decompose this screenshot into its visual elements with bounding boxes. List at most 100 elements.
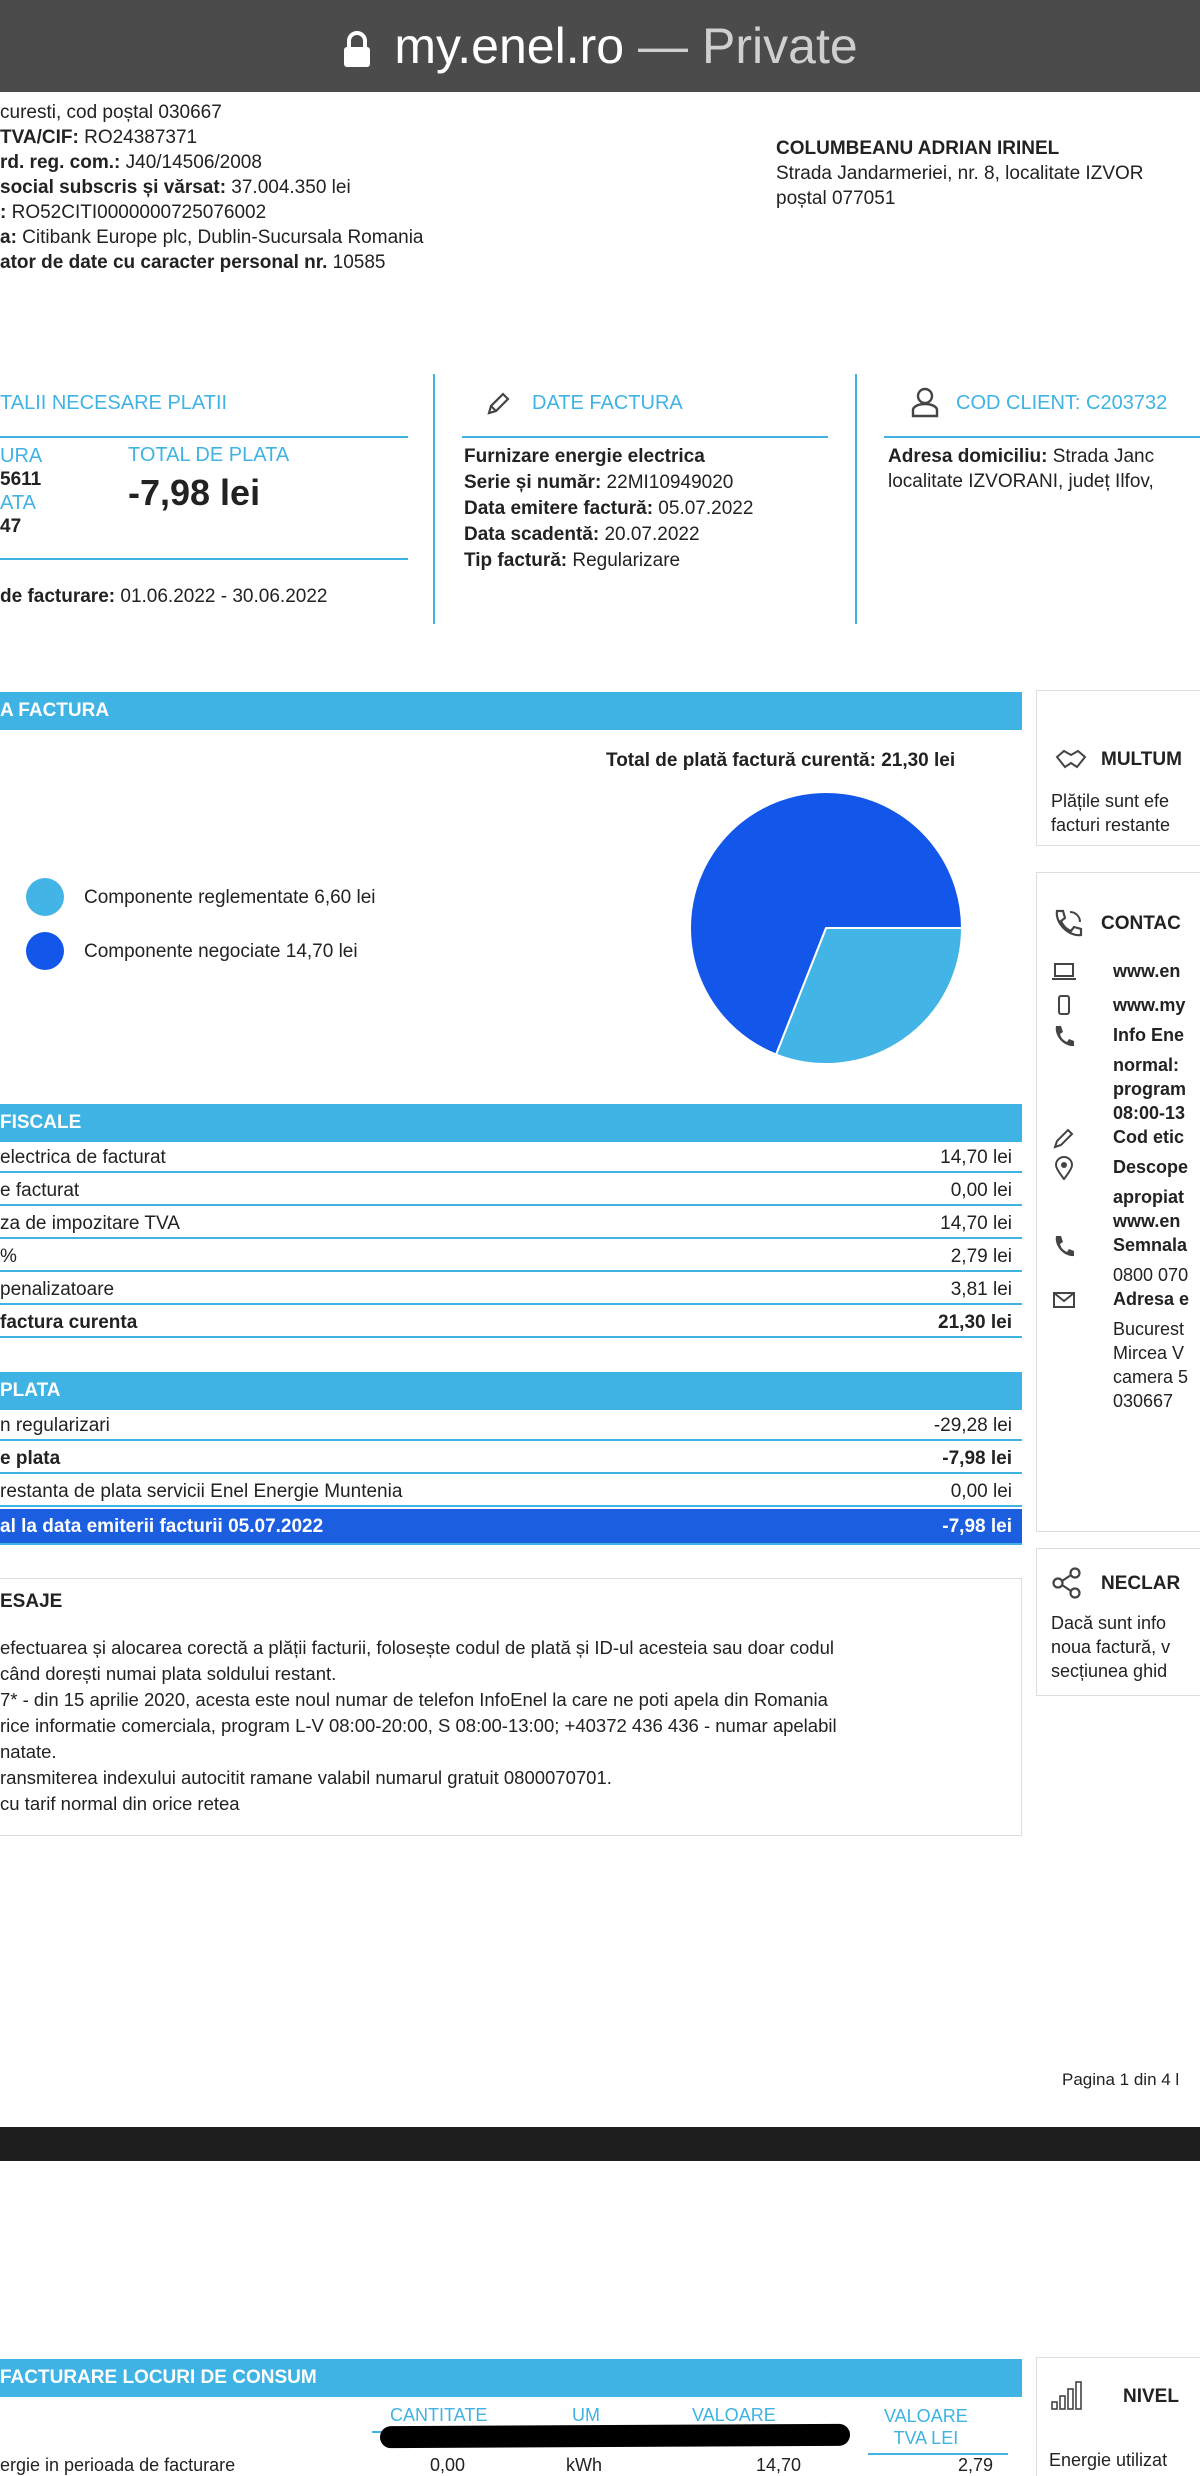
invoice-issue-date: Data emitere factură: 05.07.2022 — [464, 498, 754, 519]
payment-details-box: TALII NECESARE PLATII — [0, 392, 410, 420]
handshake-icon — [1055, 749, 1087, 769]
message-line: 7* - din 15 aprilie 2020, acesta este no… — [0, 1689, 828, 1710]
pie-slice-regulated — [774, 927, 964, 1065]
col-quantity: CANTITATE — [390, 2405, 488, 2425]
payment-id-value: 47 — [0, 516, 22, 537]
supplier-line: social subscris și vărsat: 37.004.350 le… — [0, 177, 351, 198]
fiscal-row: factura curenta 21,30 lei — [0, 1307, 1022, 1338]
contact-item-text: Mircea V — [1113, 1343, 1185, 1363]
message-line: când dorești numai plata soldului restan… — [0, 1663, 337, 1684]
supplier-line: TVA/CIF: RO24387371 — [0, 127, 198, 148]
location-pin-icon — [1054, 1156, 1074, 1181]
consumption-row-label: ergie in perioada de facturare — [0, 2455, 236, 2475]
browser-address-bar[interactable]: my.enel.ro — Private — [0, 0, 1200, 92]
thanks-card: MULTUM Plățile sunt efe facturi restante — [1036, 690, 1200, 846]
divider — [884, 436, 1200, 438]
consumption-level-title: NIVEL — [1123, 2386, 1179, 2407]
invoice-type: Tip factură: Regularizare — [464, 550, 681, 571]
contact-item: Cod etic — [1037, 1125, 1200, 1149]
supplier-line: rd. reg. com.: J40/14506/2008 — [0, 152, 262, 173]
consumption-level-text: Energie utilizat — [1049, 2450, 1168, 2470]
fiscal-table: electrica de facturat 14,70 lei e facturat… — [0, 1142, 1022, 1342]
fiscal-row: e facturat 0,00 lei — [0, 1175, 1022, 1206]
fiscal-row-label: electrica de facturat — [0, 1147, 166, 1168]
invoice-due-date: Data scadentă: 20.07.2022 — [464, 524, 700, 545]
supplier-line: ator de date cu caracter personal nr. 10… — [0, 252, 386, 273]
contact-item-text: Info Ene — [1113, 1025, 1184, 1045]
contact-item: program — [1037, 1077, 1200, 1101]
fiscal-row-value: 14,70 lei — [940, 1213, 1012, 1234]
customer-address-postal: poștal 077051 — [776, 188, 896, 209]
contact-item-text: normal: — [1113, 1055, 1180, 1075]
contact-item: 08:00-13 — [1037, 1101, 1200, 1125]
contact-item-text: Bucurest — [1113, 1319, 1185, 1339]
thanks-text: Plățile sunt efe facturi restante — [1051, 791, 1171, 835]
url-host: my.enel.ro — [394, 18, 625, 74]
mail-icon — [1053, 1292, 1075, 1308]
payment-row-value: -7,98 lei — [942, 1448, 1012, 1469]
message-line: cu tarif normal din orice retea — [0, 1793, 240, 1814]
customer-address: Strada Jandarmeriei, nr. 8, localitate I… — [776, 163, 1144, 184]
fiscal-row-value: 21,30 lei — [938, 1312, 1012, 1333]
fiscal-row-value: 14,70 lei — [940, 1147, 1012, 1168]
phone-icon — [1055, 1236, 1074, 1257]
fiscal-row-value: 3,81 lei — [950, 1279, 1012, 1300]
invoice-data-list: Furnizare energie electrica Serie și num… — [464, 444, 753, 574]
message-line: rice informatie comerciala, program L-V … — [0, 1715, 837, 1736]
share-icon — [1052, 1567, 1081, 1599]
payment-row-label: e plata — [0, 1448, 61, 1469]
lock-icon — [344, 31, 371, 67]
invoice-page-2: FACTURARE LOCURI DE CONSUM CANTITATE UM … — [0, 2161, 1200, 2476]
payment-total-label: al la data emiterii facturii 05.07.2022 — [0, 1516, 324, 1537]
fiscal-row-label: za de impozitare TVA — [0, 1213, 180, 1234]
phone-icon — [1055, 1026, 1074, 1047]
laptop-icon — [1052, 963, 1076, 980]
messages-box: ESAJE efectuarea și alocarea corectă a p… — [0, 1578, 1022, 1836]
payment-row: e plata -7,98 lei — [0, 1443, 1022, 1474]
contact-title: CONTAC — [1101, 913, 1181, 934]
client-address: Adresa domiciliu: Strada Janc localitate… — [888, 446, 1155, 492]
contact-item: Adresa e — [1037, 1287, 1200, 1311]
url-separator: — — [638, 18, 689, 74]
contact-item-text: Adresa e — [1113, 1289, 1190, 1309]
invoice-series: Serie și număr: 22MI10949020 — [464, 472, 734, 493]
invoice-page-1: curesti, cod poștal 030667 TVA/CIF: RO24… — [0, 92, 1200, 2127]
divider — [462, 436, 828, 438]
total-due-label: TOTAL DE PLATA — [128, 444, 290, 466]
payment-row-value: 0,00 lei — [950, 1481, 1012, 1502]
contact-item-text: program — [1113, 1079, 1187, 1099]
billing-period: de facturare: 01.06.2022 - 30.06.2022 — [0, 586, 328, 607]
mobile-icon — [1058, 995, 1070, 1015]
supplier-line: curesti, cod poștal 030667 — [0, 102, 222, 123]
contact-item-text: Descope — [1113, 1157, 1189, 1177]
fiscal-row: electrica de facturat 14,70 lei — [0, 1142, 1022, 1173]
contact-item-text: www.en — [1113, 1211, 1181, 1231]
payment-code-value: 5611 — [0, 469, 42, 490]
unclear-title: NECLAR — [1101, 1573, 1181, 1594]
payment-id-label: ATA — [0, 492, 36, 514]
cost-pie-chart — [689, 791, 964, 1065]
fiscal-row-value: 0,00 lei — [950, 1180, 1012, 1201]
pencil-icon — [1053, 1128, 1074, 1149]
fiscal-row-label: % — [0, 1246, 17, 1267]
phone-ring-icon — [1055, 909, 1083, 937]
private-mode-label: Private — [702, 18, 858, 74]
contact-item-text: 08:00-13 — [1113, 1103, 1186, 1123]
client-code: COD CLIENT: C203732 — [956, 392, 1168, 414]
customer-info: COLUMBEANU ADRIAN IRINEL Strada Jandarme… — [776, 136, 1200, 211]
current-invoice-total: Total de plată factură curentă: 21,30 le… — [606, 750, 956, 771]
contact-item: 0800 070 — [1037, 1263, 1200, 1287]
payment-row-label: n regularizari — [0, 1415, 110, 1436]
contact-item-text: 0800 070 — [1113, 1265, 1189, 1285]
divider — [0, 436, 408, 438]
fiscal-row-label: penalizatoare — [0, 1279, 115, 1300]
pencil-icon — [487, 392, 510, 415]
total-due-value: -7,98 lei — [128, 472, 261, 513]
payment-details-heading: TALII NECESARE PLATII — [0, 392, 228, 414]
messages-heading: ESAJE — [0, 1591, 63, 1612]
contact-item-text: camera 5 — [1113, 1367, 1189, 1387]
contact-item: www.my — [1037, 993, 1200, 1017]
col-um: UM — [572, 2405, 600, 2425]
payment-row-label: restanta de plata servicii Enel Energie … — [0, 1481, 403, 1502]
contact-item: Info Ene — [1037, 1023, 1200, 1047]
